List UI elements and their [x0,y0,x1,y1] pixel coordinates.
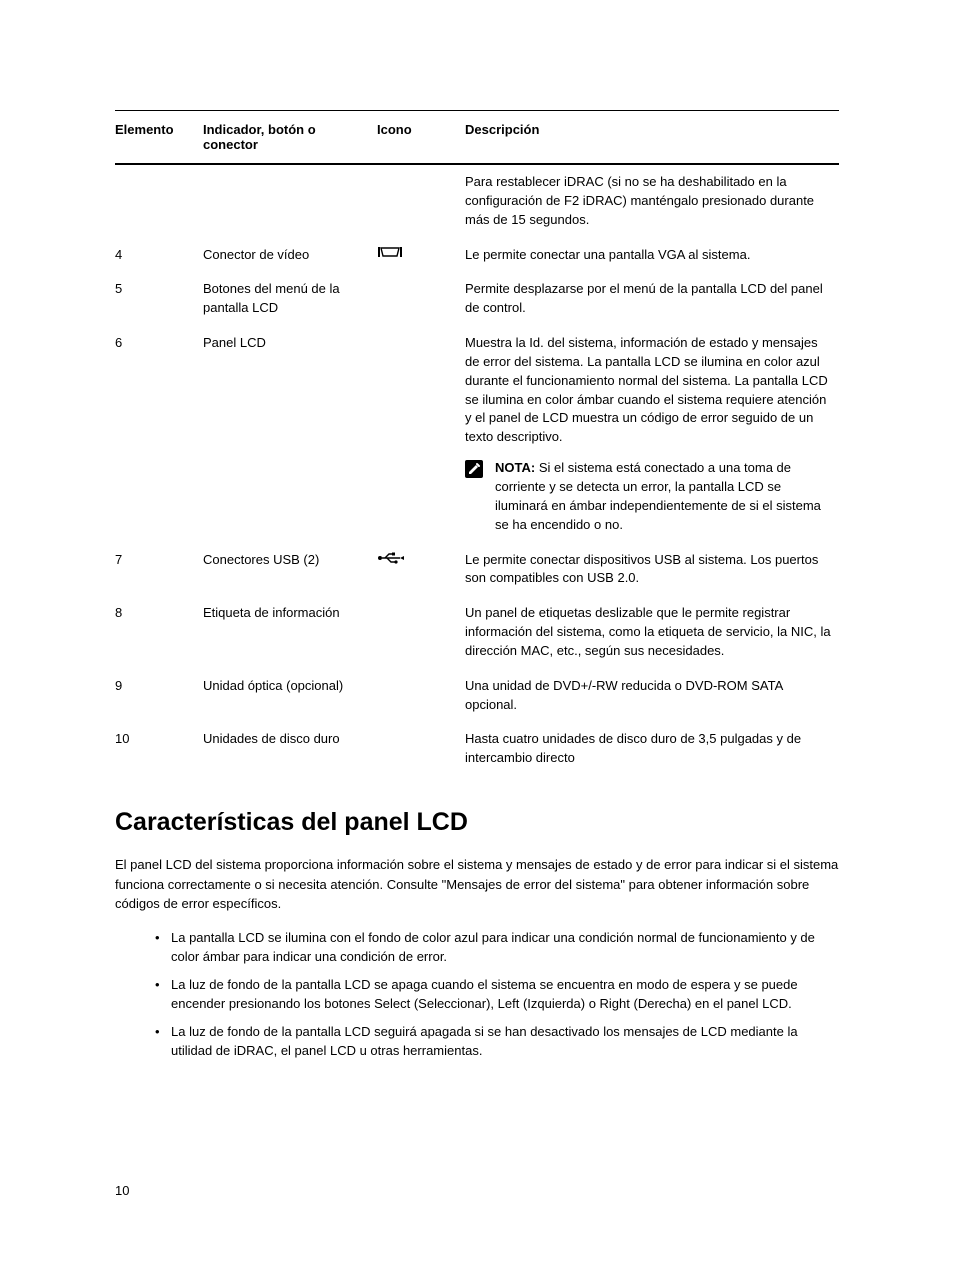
cell-elemento: 4 [115,238,203,273]
header-indicador: Indicador, botón o conector [203,111,377,165]
cell-icono [377,669,465,723]
list-item: La luz de fondo de la pantalla LCD segui… [155,1022,839,1061]
list-item: La pantalla LCD se ilumina con el fondo … [155,928,839,967]
table-row: 6 Panel LCD Muestra la Id. del sistema, … [115,326,839,542]
cell-icono [377,238,465,273]
header-descripcion: Descripción [465,111,839,165]
cell-descripcion: Hasta cuatro unidades de disco duro de 3… [465,722,839,776]
table-row: 8 Etiqueta de información Un panel de et… [115,596,839,669]
note-label: NOTA: [495,460,535,475]
table-row: Para restablecer iDRAC (si no se ha desh… [115,164,839,238]
list-item: La luz de fondo de la pantalla LCD se ap… [155,975,839,1014]
cell-indicador: Unidades de disco duro [203,722,377,776]
header-icono: Icono [377,111,465,165]
note-text: NOTA: Si el sistema está conectado a una… [495,459,833,534]
cell-indicador: Botones del menú de la pantalla LCD [203,272,377,326]
cell-indicador: Panel LCD [203,326,377,542]
table-row: 7 Conectores USB (2) Le permite conectar… [115,543,839,597]
note-body: Si el sistema está conectado a una toma … [495,460,821,532]
note-pencil-icon [465,460,483,478]
cell-indicador: Conector de vídeo [203,238,377,273]
table-row: 9 Unidad óptica (opcional) Una unidad de… [115,669,839,723]
cell-elemento: 7 [115,543,203,597]
cell-icono [377,164,465,238]
cell-indicador: Unidad óptica (opcional) [203,669,377,723]
cell-elemento: 8 [115,596,203,669]
cell-descripcion: Para restablecer iDRAC (si no se ha desh… [465,164,839,238]
cell-elemento: 5 [115,272,203,326]
cell-indicador: Conectores USB (2) [203,543,377,597]
cell-icono [377,543,465,597]
cell-descripcion: Permite desplazarse por el menú de la pa… [465,272,839,326]
cell-descripcion: Un panel de etiquetas deslizable que le … [465,596,839,669]
section-title: Características del panel LCD [115,808,839,837]
document-page: Elemento Indicador, botón o conector Ico… [0,0,954,1061]
cell-descripcion: Una unidad de DVD+/-RW reducida o DVD-RO… [465,669,839,723]
desc-text: Muestra la Id. del sistema, información … [465,335,828,444]
cell-descripcion: Le permite conectar una pantalla VGA al … [465,238,839,273]
cell-elemento: 6 [115,326,203,542]
cell-icono [377,596,465,669]
bullet-list: La pantalla LCD se ilumina con el fondo … [115,928,839,1061]
cell-elemento: 10 [115,722,203,776]
header-elemento: Elemento [115,111,203,165]
section-intro: El panel LCD del sistema proporciona inf… [115,855,839,914]
cell-elemento: 9 [115,669,203,723]
page-number: 10 [115,1183,129,1198]
cell-indicador: Etiqueta de información [203,596,377,669]
vga-icon [377,246,403,258]
cell-elemento [115,164,203,238]
usb-icon [377,551,405,565]
cell-icono [377,722,465,776]
cell-icono [377,326,465,542]
cell-descripcion: Muestra la Id. del sistema, información … [465,326,839,542]
table-header-row: Elemento Indicador, botón o conector Ico… [115,111,839,165]
table-row: 10 Unidades de disco duro Hasta cuatro u… [115,722,839,776]
table-row: 5 Botones del menú de la pantalla LCD Pe… [115,272,839,326]
table-row: 4 Conector de vídeo Le permite conectar … [115,238,839,273]
note-block: NOTA: Si el sistema está conectado a una… [465,459,833,534]
features-table: Elemento Indicador, botón o conector Ico… [115,110,839,776]
cell-indicador [203,164,377,238]
cell-icono [377,272,465,326]
cell-descripcion: Le permite conectar dispositivos USB al … [465,543,839,597]
